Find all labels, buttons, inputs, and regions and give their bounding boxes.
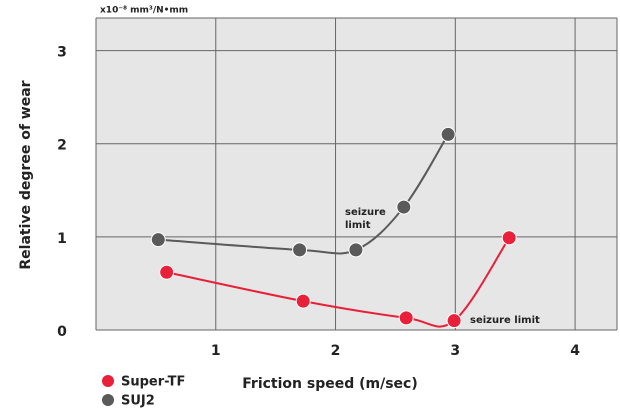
legend-label: Super-TF xyxy=(121,375,185,390)
data-point xyxy=(398,310,414,326)
x-tick-label: 3 xyxy=(450,343,460,359)
data-point xyxy=(292,242,308,258)
y-tick-label: 1 xyxy=(57,231,67,247)
annotation: seizure limit xyxy=(470,315,540,326)
data-point xyxy=(440,126,456,142)
data-point xyxy=(295,293,311,309)
data-point xyxy=(348,242,364,258)
data-point xyxy=(446,313,462,329)
annotation: limit xyxy=(345,220,371,231)
data-point xyxy=(159,264,175,280)
annotation: seizure xyxy=(345,207,386,218)
y-axis-label: Relative degree of wear xyxy=(18,80,34,269)
data-point xyxy=(396,199,412,215)
plot-area xyxy=(96,18,617,330)
data-point xyxy=(501,230,517,246)
y-tick-label: 3 xyxy=(57,45,67,61)
data-point xyxy=(150,232,166,248)
x-tick-label: 2 xyxy=(331,343,341,359)
legend-label: SUJ2 xyxy=(121,394,155,409)
legend-swatch xyxy=(102,394,114,406)
x-tick-label: 4 xyxy=(570,343,580,359)
unit-label: x10⁻⁸ mm³/N•mm xyxy=(100,6,188,16)
x-tick-label: 1 xyxy=(211,343,221,359)
legend-swatch xyxy=(102,375,114,387)
x-axis-label: Friction speed (m/sec) xyxy=(242,376,418,392)
y-tick-label: 0 xyxy=(57,324,67,340)
y-tick-label: 2 xyxy=(57,138,67,154)
